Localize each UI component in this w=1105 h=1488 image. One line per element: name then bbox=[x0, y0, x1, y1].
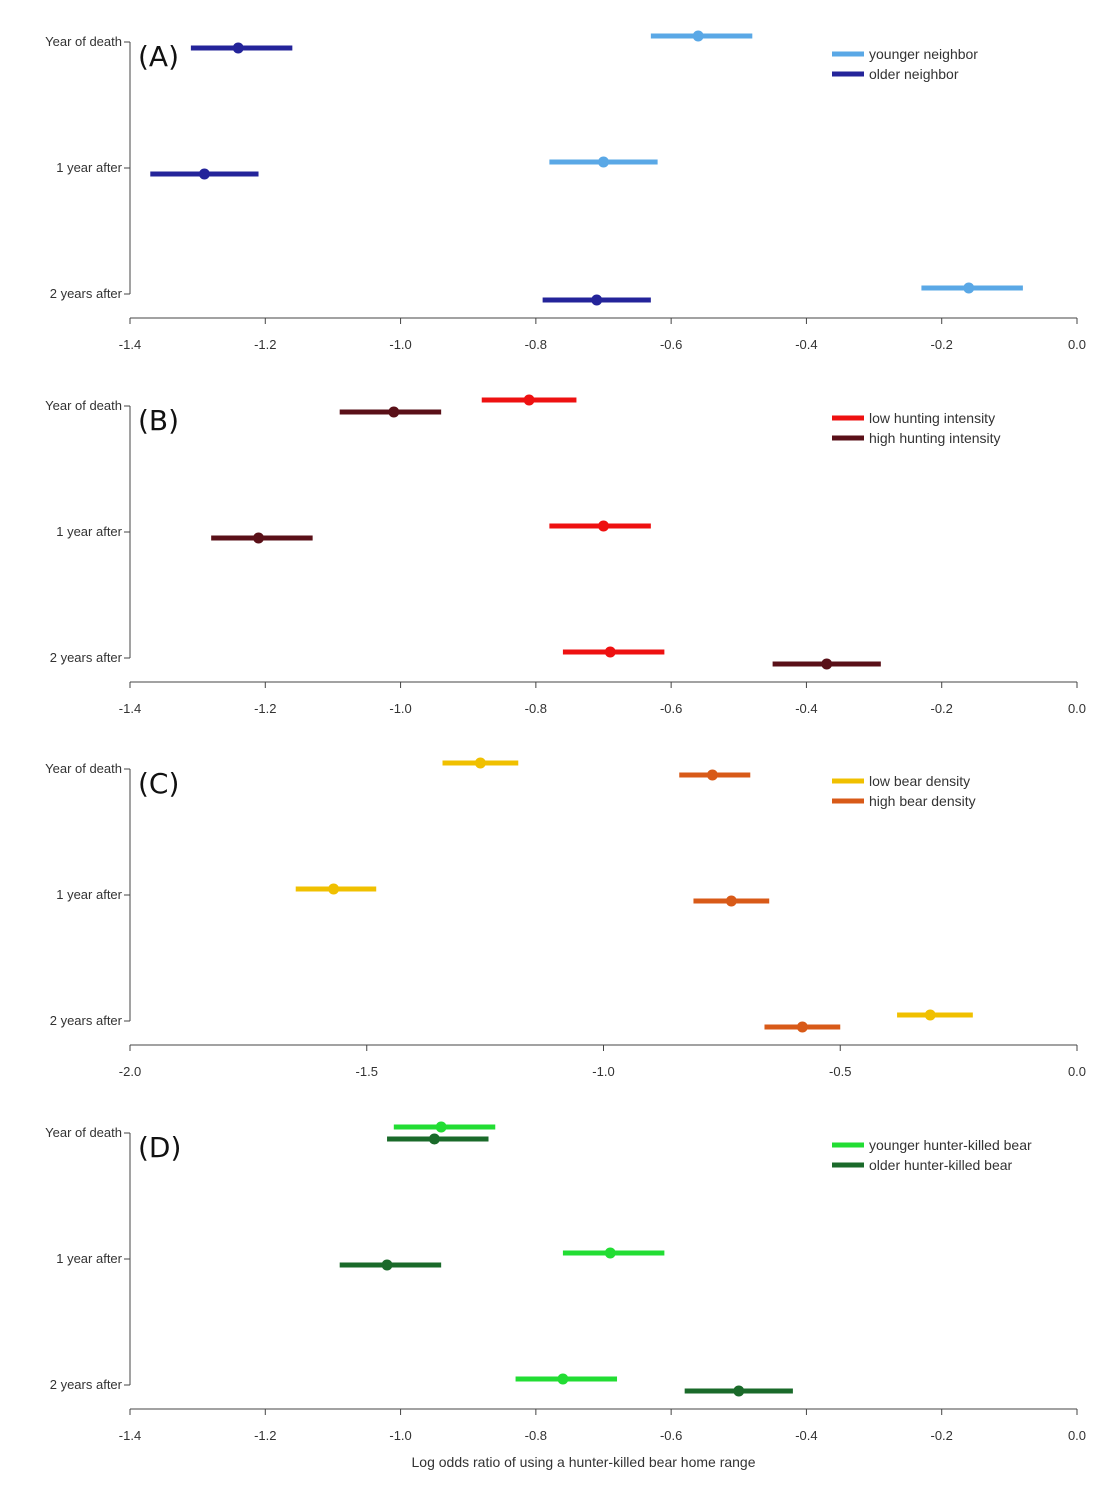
y-tick-label: Year of death bbox=[45, 34, 122, 49]
x-tick-label: -0.6 bbox=[660, 1428, 682, 1443]
point-estimate bbox=[474, 757, 486, 769]
point-estimate bbox=[381, 1259, 393, 1271]
x-tick-label: -0.4 bbox=[795, 701, 817, 716]
y-tick-label: 1 year after bbox=[56, 524, 122, 539]
x-tick-label: -0.2 bbox=[931, 701, 953, 716]
panel-a: Year of death 1 year after 2 years after -1… bbox=[45, 30, 1086, 352]
y-tick-label: 1 year after bbox=[56, 887, 122, 902]
point-estimate bbox=[388, 406, 400, 418]
point-estimate bbox=[523, 394, 535, 406]
legend-label: younger neighbor bbox=[869, 46, 978, 62]
panel-b: Year of death 1 year after 2 years after -1… bbox=[45, 394, 1086, 716]
y-tick-label: Year of death bbox=[45, 761, 122, 776]
point-estimate bbox=[604, 1247, 616, 1259]
y-tick-label: 1 year after bbox=[56, 160, 122, 175]
x-tick-label: -1.0 bbox=[592, 1064, 614, 1079]
x-tick-label: -1.0 bbox=[389, 337, 411, 352]
x-axis-title: Log odds ratio of using a hunter-killed … bbox=[412, 1454, 756, 1470]
x-tick-label: -0.4 bbox=[795, 337, 817, 352]
legend-label: high hunting intensity bbox=[869, 430, 1001, 446]
point-estimate bbox=[692, 30, 704, 42]
x-tick-label: -1.4 bbox=[119, 1428, 141, 1443]
x-tick-label: 0.0 bbox=[1068, 1428, 1086, 1443]
panel-label: (D) bbox=[138, 1131, 181, 1164]
x-tick-label: -0.8 bbox=[525, 337, 547, 352]
panel-c: Year of death 1 year after 2 years after -2… bbox=[45, 757, 1086, 1079]
point-estimate bbox=[328, 883, 340, 895]
point-estimate bbox=[198, 168, 210, 180]
point-estimate bbox=[963, 282, 975, 294]
panel-d: Year of death 1 year after 2 years after -1… bbox=[45, 1121, 1086, 1470]
x-tick-label: -0.4 bbox=[795, 1428, 817, 1443]
x-tick-label: -1.2 bbox=[254, 701, 276, 716]
legend-label: low bear density bbox=[869, 773, 970, 789]
x-tick-label: -0.6 bbox=[660, 337, 682, 352]
point-estimate bbox=[706, 769, 718, 781]
point-estimate bbox=[821, 658, 833, 670]
legend-label: younger hunter-killed bear bbox=[869, 1137, 1032, 1153]
x-tick-label: -0.2 bbox=[931, 1428, 953, 1443]
x-tick-label: -0.5 bbox=[829, 1064, 851, 1079]
x-tick-label: -1.5 bbox=[356, 1064, 378, 1079]
legend-label: older hunter-killed bear bbox=[869, 1157, 1013, 1173]
panel-label: (A) bbox=[138, 40, 179, 73]
x-tick-label: 0.0 bbox=[1068, 337, 1086, 352]
panel-label: (C) bbox=[138, 767, 179, 800]
x-tick-label: 0.0 bbox=[1068, 701, 1086, 716]
x-tick-label: -0.6 bbox=[660, 701, 682, 716]
y-tick-label: 2 years after bbox=[50, 1013, 123, 1028]
x-tick-label: -1.2 bbox=[254, 337, 276, 352]
y-tick-label: 2 years after bbox=[50, 1377, 123, 1392]
y-tick-label: Year of death bbox=[45, 1125, 122, 1140]
point-estimate bbox=[428, 1133, 440, 1145]
y-tick-label: 2 years after bbox=[50, 286, 123, 301]
point-estimate bbox=[796, 1021, 808, 1033]
point-estimate bbox=[598, 520, 609, 532]
y-tick-label: Year of death bbox=[45, 398, 122, 413]
point-estimate bbox=[435, 1121, 447, 1133]
legend-label: high bear density bbox=[869, 793, 976, 809]
point-estimate bbox=[253, 532, 265, 544]
x-tick-label: 0.0 bbox=[1068, 1064, 1086, 1079]
x-tick-label: -0.8 bbox=[525, 701, 547, 716]
y-tick-label: 1 year after bbox=[56, 1251, 122, 1266]
point-estimate bbox=[733, 1385, 745, 1397]
point-estimate bbox=[598, 156, 609, 168]
x-tick-label: -2.0 bbox=[119, 1064, 141, 1079]
x-tick-label: -1.0 bbox=[389, 1428, 411, 1443]
legend-label: older neighbor bbox=[869, 66, 959, 82]
point-estimate bbox=[604, 646, 616, 658]
point-estimate bbox=[591, 294, 603, 306]
x-tick-label: -1.4 bbox=[119, 701, 141, 716]
x-tick-label: -0.2 bbox=[931, 337, 953, 352]
x-tick-label: -0.8 bbox=[525, 1428, 547, 1443]
panel-label: (B) bbox=[138, 404, 179, 437]
legend-label: low hunting intensity bbox=[869, 410, 995, 426]
point-estimate bbox=[232, 42, 244, 54]
point-estimate bbox=[924, 1009, 936, 1021]
x-tick-label: -1.0 bbox=[389, 701, 411, 716]
y-tick-label: 2 years after bbox=[50, 650, 123, 665]
x-tick-label: -1.2 bbox=[254, 1428, 276, 1443]
point-estimate bbox=[557, 1373, 569, 1385]
point-estimate bbox=[725, 895, 737, 907]
x-tick-label: -1.4 bbox=[119, 337, 141, 352]
